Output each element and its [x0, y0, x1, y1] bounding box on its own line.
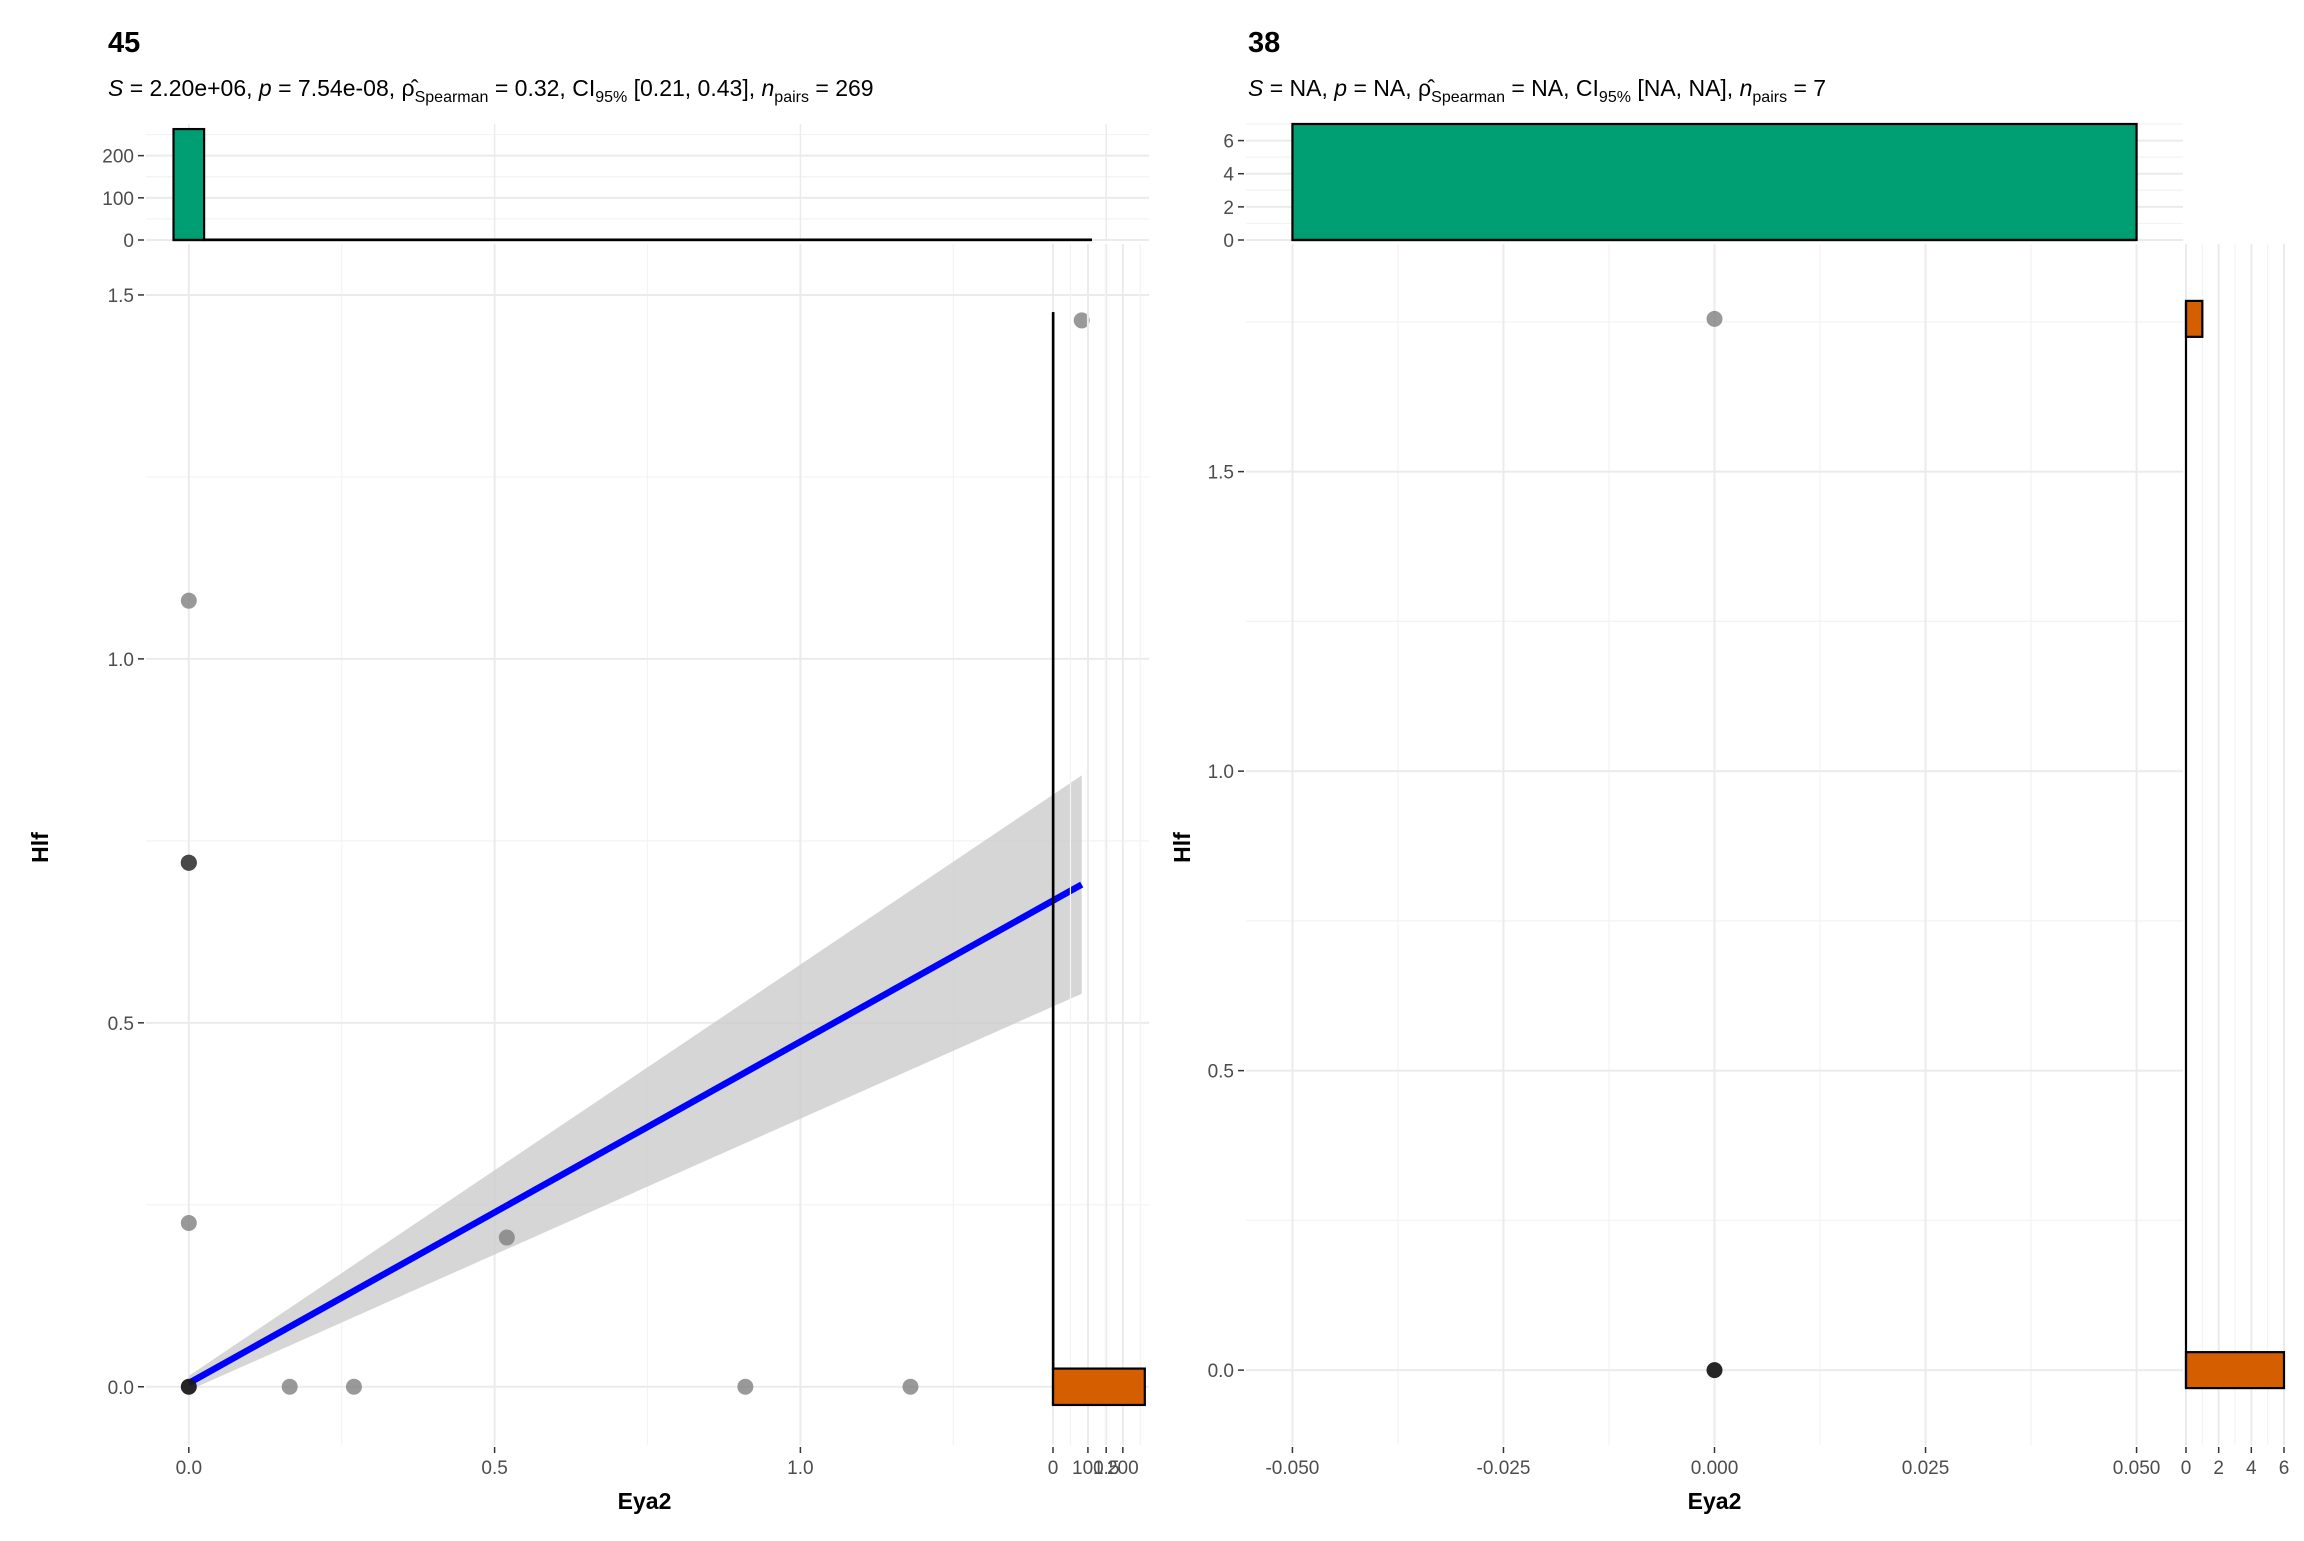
top-hist-tick-label: 200 — [102, 147, 134, 168]
data-point — [737, 1379, 753, 1395]
subtitle-n-sub: pairs — [1752, 89, 1787, 106]
data-point — [181, 593, 197, 609]
right-hist-tick-label: 2 — [2213, 1458, 2224, 1479]
right-hist-tick-label: 4 — [2246, 1458, 2257, 1479]
data-point — [346, 1379, 362, 1395]
right-hist-tick-label: 200 — [1107, 1458, 1139, 1479]
subtitle-s-label: S — [108, 75, 124, 101]
regression-line — [189, 885, 1082, 1384]
x-axis-title: Eya2 — [618, 1488, 672, 1514]
panel-title: 45 — [108, 27, 140, 59]
y-tick-label: 1.0 — [1208, 762, 1234, 783]
y-axis-title: Hlf — [27, 832, 53, 863]
y-tick-label: 1.0 — [108, 650, 134, 671]
subtitle-n-value: = 7 — [1787, 75, 1826, 101]
right-hist-tick-label: 100 — [1072, 1458, 1104, 1479]
subtitle-rho-sub: Spearman — [415, 89, 489, 106]
subtitle-p-label: p — [258, 75, 272, 101]
top-hist-bar — [1292, 124, 2136, 240]
confidence-band — [189, 775, 1082, 1390]
right-hist-bar — [2186, 1352, 2284, 1388]
right-hist-bar — [2186, 301, 2202, 337]
y-tick-label: 0.5 — [108, 1014, 134, 1035]
subtitle-p-value: = NA, — [1347, 75, 1418, 101]
subtitle-p-value: = 7.54e-08, — [272, 75, 402, 101]
x-tick-label: 1.0 — [787, 1458, 813, 1479]
data-point — [1707, 1362, 1723, 1378]
data-point — [282, 1379, 298, 1395]
x-tick-label: -0.025 — [1477, 1458, 1531, 1479]
subtitle-n-value: = 269 — [809, 75, 874, 101]
subtitle-ci-value: [0.21, 0.43], — [627, 75, 761, 101]
y-tick-label: 0.5 — [1208, 1062, 1234, 1083]
subtitle-ci-sub: 95% — [1599, 89, 1631, 106]
subtitle-n-label: n — [762, 75, 775, 101]
chart-panel-2: 38 S = NA, p = NA, ρ̂Spearman = NA, CI95%… — [1169, 27, 2289, 1514]
top-hist-tick-label: 0 — [1223, 231, 1234, 252]
y-axis-title: Hlf — [1169, 832, 1195, 863]
data-point — [1707, 311, 1723, 327]
data-point — [902, 1379, 918, 1395]
data-point — [181, 855, 197, 871]
data-point — [499, 1230, 515, 1246]
subtitle-s-value: = NA, — [1263, 75, 1334, 101]
subtitle-n-label: n — [1740, 75, 1753, 101]
panel-subtitle: S = 2.20e+06, p = 7.54e-08, ρ̂Spearman =… — [108, 75, 874, 106]
subtitle-ci-value: [NA, NA], — [1631, 75, 1740, 101]
top-hist-tick-label: 100 — [102, 189, 134, 210]
subtitle-ci-sub: 95% — [595, 89, 627, 106]
data-point — [181, 1215, 197, 1231]
panel-title: 38 — [1248, 27, 1280, 59]
y-tick-label: 1.5 — [1208, 463, 1234, 484]
top-hist-tick-label: 6 — [1223, 132, 1234, 153]
right-hist-tick-label: 6 — [2279, 1458, 2290, 1479]
right-hist-tick-label: 0 — [1048, 1458, 1059, 1479]
subtitle-rho-value: = 0.32, — [488, 75, 572, 101]
y-tick-label: 0.0 — [1208, 1361, 1234, 1382]
x-tick-label: 0.025 — [1902, 1458, 1950, 1479]
subtitle-ci-label: CI — [572, 75, 595, 101]
y-tick-label: 0.0 — [108, 1378, 134, 1399]
top-hist-tick-label: 0 — [123, 231, 134, 252]
top-hist-tick-label: 4 — [1223, 165, 1234, 186]
subtitle-s-label: S — [1248, 75, 1264, 101]
top-hist-bar — [174, 129, 205, 240]
x-tick-label: 0.000 — [1691, 1458, 1739, 1479]
subtitle-rho-value: = NA, — [1505, 75, 1576, 101]
subtitle-rho-sub: Spearman — [1431, 89, 1505, 106]
subtitle-p-label: p — [1333, 75, 1347, 101]
x-tick-label: 0.0 — [176, 1458, 202, 1479]
data-point — [181, 1379, 197, 1395]
subtitle-n-sub: pairs — [774, 89, 809, 106]
top-hist-tick-label: 2 — [1223, 198, 1234, 219]
chart-panel-1: 45 S = 2.20e+06, p = 7.54e-08, ρ̂Spearman… — [27, 27, 1149, 1514]
right-hist-tick-label: 0 — [2181, 1458, 2192, 1479]
subtitle-ci-label: CI — [1576, 75, 1599, 101]
x-tick-label: 0.5 — [481, 1458, 507, 1479]
subtitle-s-value: = 2.20e+06, — [123, 75, 259, 101]
right-hist-bar — [1053, 1369, 1145, 1405]
x-axis-title: Eya2 — [1688, 1488, 1742, 1514]
y-tick-label: 1.5 — [108, 286, 134, 307]
x-tick-label: -0.050 — [1265, 1458, 1319, 1479]
x-tick-label: 0.050 — [2113, 1458, 2161, 1479]
panel-subtitle: S = NA, p = NA, ρ̂Spearman = NA, CI95% [… — [1248, 75, 1826, 106]
